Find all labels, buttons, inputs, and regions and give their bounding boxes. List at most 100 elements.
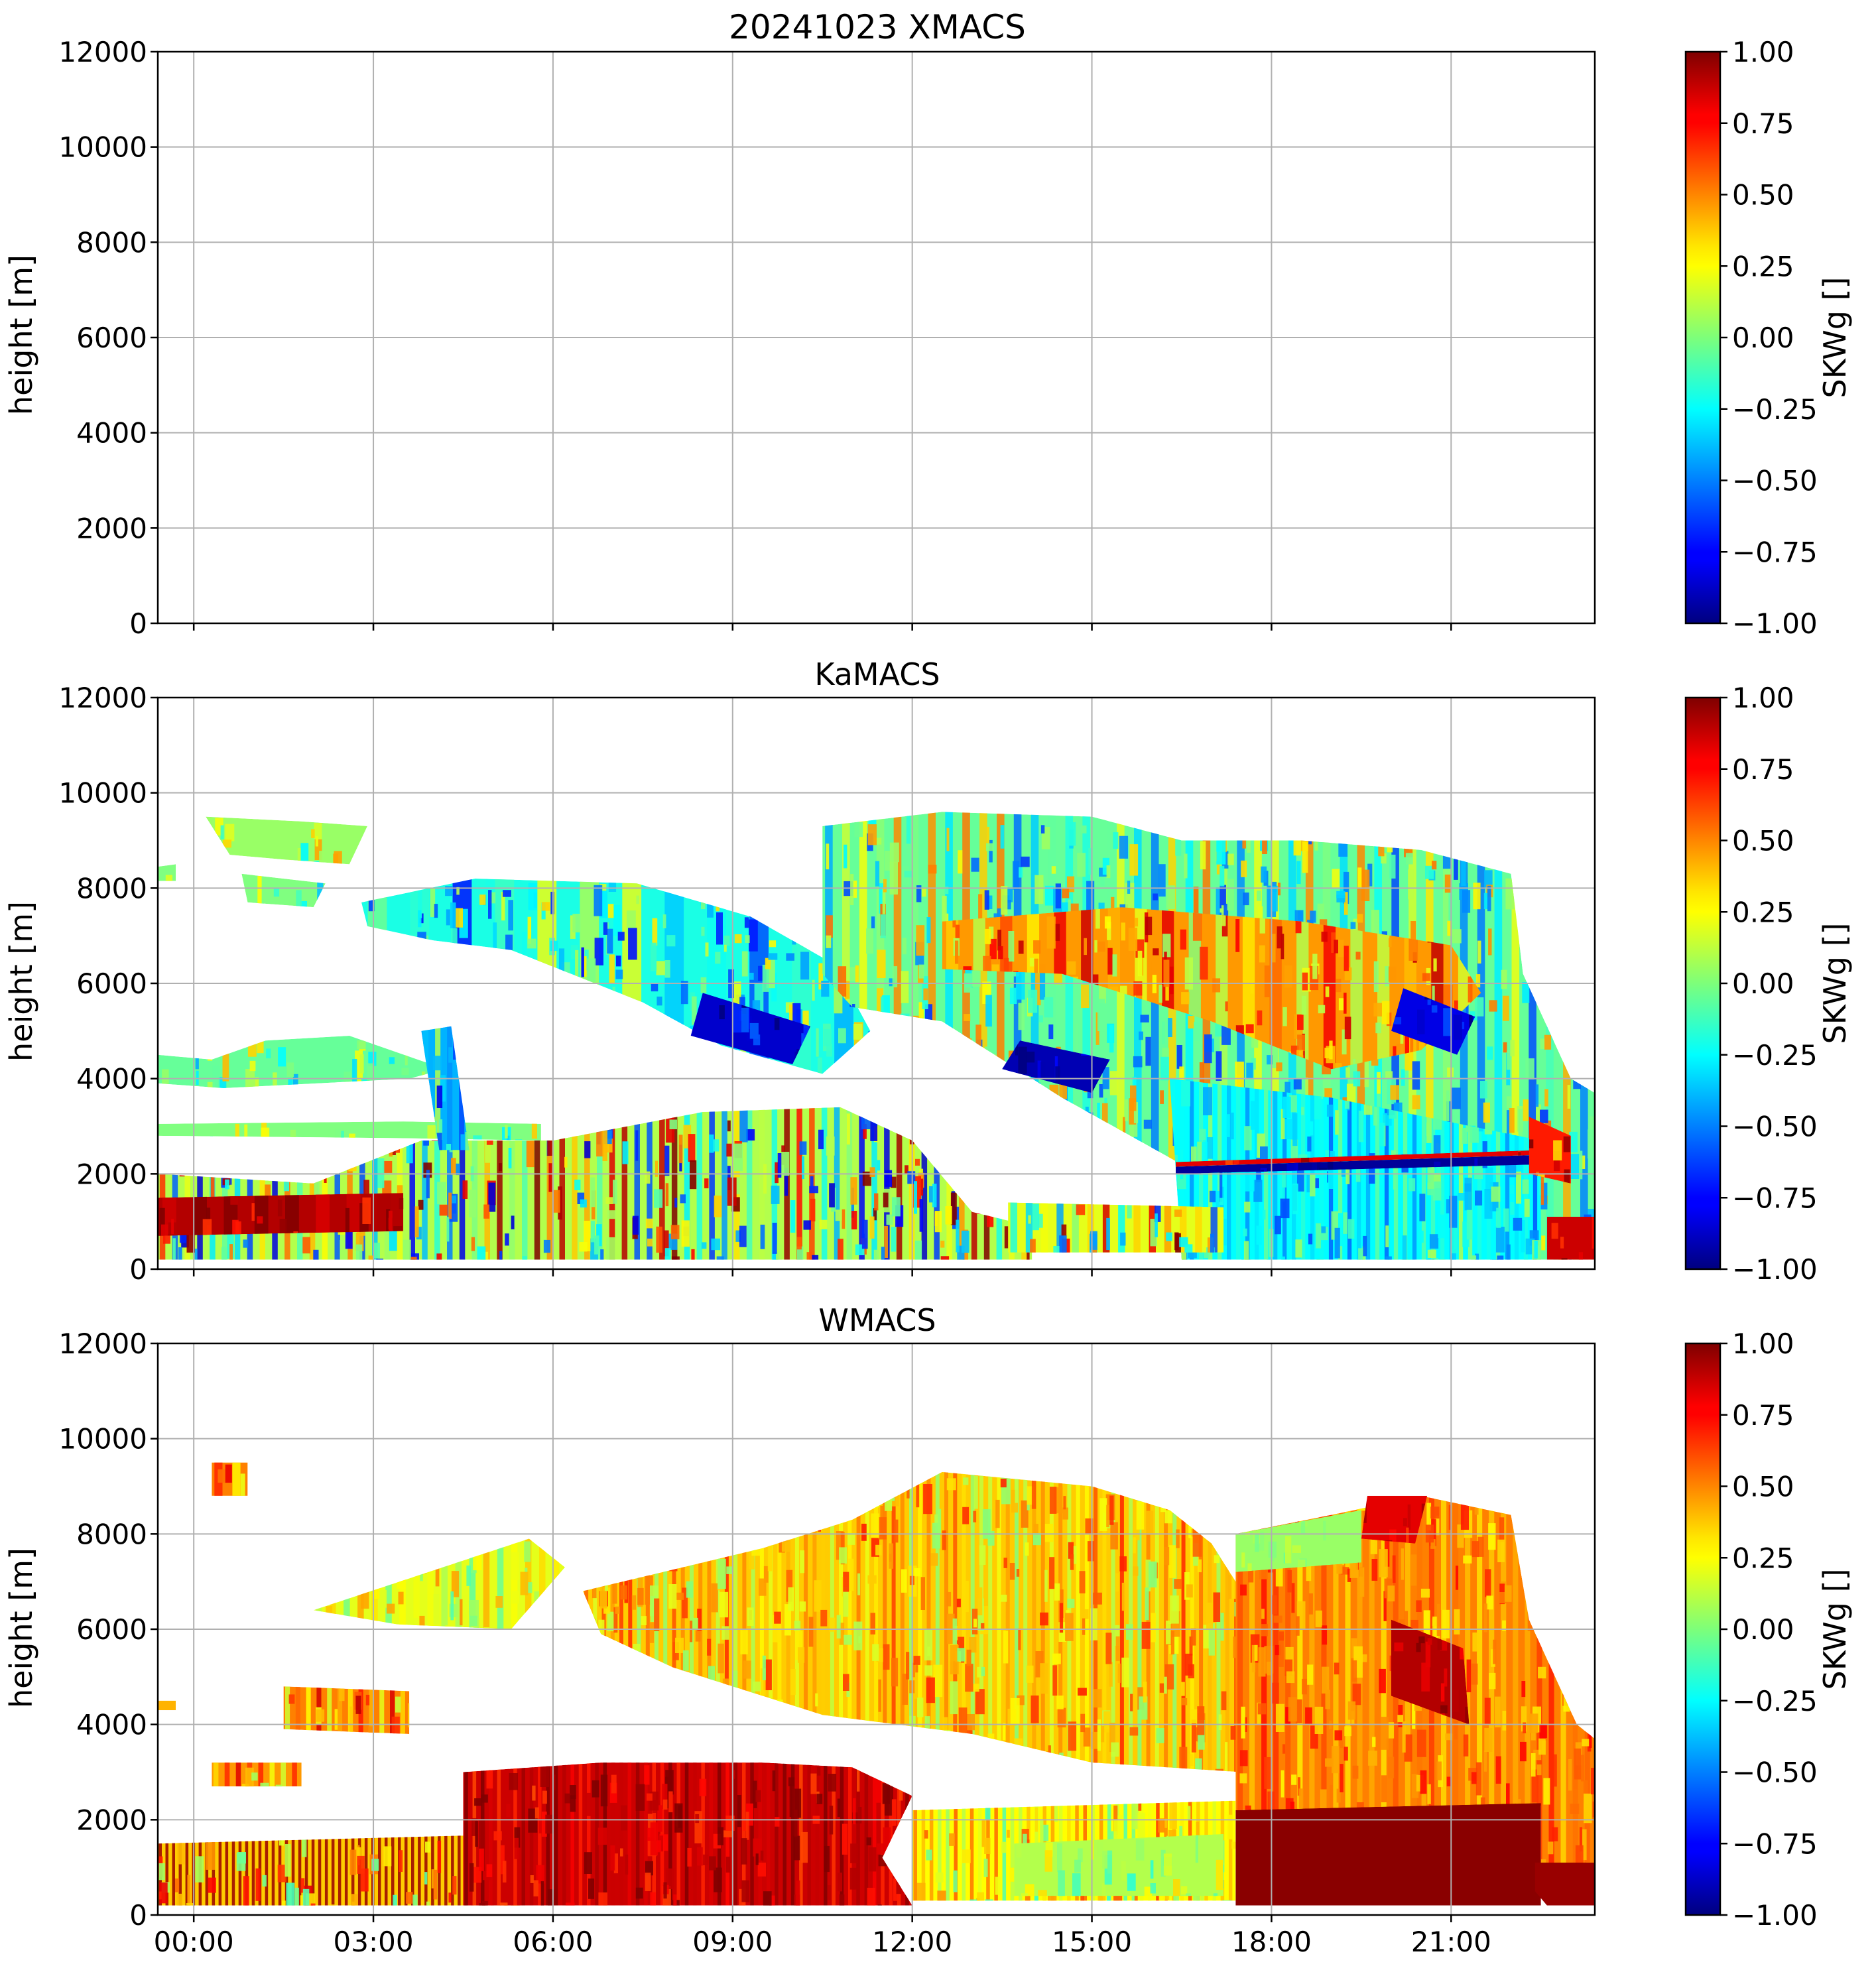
data-speckle	[1483, 1751, 1487, 1772]
data-speckle	[1377, 1085, 1381, 1107]
data-stripe	[1495, 1078, 1501, 1260]
data-speckle	[772, 1251, 779, 1260]
data-speckle	[594, 938, 603, 965]
data-speckle	[984, 890, 989, 910]
data-speckle	[1563, 1136, 1570, 1152]
data-speckle	[349, 1133, 355, 1141]
data-stripe	[315, 1538, 322, 1629]
data-speckle	[1096, 1140, 1100, 1150]
data-speckle	[1355, 1158, 1361, 1182]
data-speckle	[1407, 1504, 1411, 1530]
data-speckle	[886, 1214, 893, 1225]
data-speckle	[1059, 1603, 1064, 1633]
data-speckle	[1308, 820, 1312, 845]
data-speckle	[1432, 1616, 1438, 1644]
data-stripe	[291, 1833, 295, 1906]
data-speckle	[793, 1835, 800, 1861]
data-speckle	[506, 1804, 511, 1818]
data-speckle	[445, 886, 453, 896]
data-speckle	[1255, 1534, 1259, 1552]
data-speckle	[645, 1218, 653, 1229]
data-speckle	[452, 1195, 457, 1204]
data-speckle	[970, 1178, 979, 1204]
data-speckle	[1442, 837, 1452, 869]
data-speckle	[875, 1017, 884, 1042]
data-speckle	[420, 1556, 423, 1581]
data-speckle	[1244, 1202, 1251, 1213]
data-speckle	[1090, 1731, 1098, 1749]
data-speckle	[1462, 890, 1471, 913]
data-speckle	[1153, 893, 1158, 900]
data-speckle	[1417, 1009, 1425, 1034]
data-speckle	[1184, 1653, 1193, 1676]
data-speckle	[355, 1050, 363, 1084]
data-speckle	[657, 1840, 661, 1853]
data-speckle	[800, 1831, 808, 1863]
data-speckle	[1040, 1612, 1048, 1626]
data-speckle	[1187, 1806, 1191, 1820]
data-speckle	[713, 1053, 717, 1073]
data-speckle	[721, 1716, 728, 1737]
data-speckle	[1072, 1873, 1081, 1896]
data-stripe	[1477, 1495, 1483, 1863]
data-speckle	[1101, 1883, 1106, 1896]
data-stripe	[318, 1833, 322, 1906]
data-speckle	[907, 1480, 910, 1499]
data-speckle	[643, 1009, 650, 1027]
data-speckle	[1556, 1549, 1565, 1573]
data-speckle	[978, 894, 983, 923]
data-speckle	[487, 892, 496, 904]
data-speckle	[1454, 1609, 1460, 1635]
data-stripe	[538, 1762, 542, 1906]
data-speckle	[300, 1895, 304, 1906]
data-speckle	[934, 1211, 942, 1233]
data-region-fill	[1235, 1803, 1541, 1906]
data-speckle	[392, 1039, 396, 1050]
data-speckle	[1097, 999, 1105, 1032]
data-speckle	[1540, 1109, 1548, 1123]
y-tick-label: 8000	[76, 872, 147, 904]
data-speckle	[944, 1729, 951, 1741]
data-speckle	[809, 1186, 818, 1194]
data-speckle	[1038, 1015, 1043, 1022]
data-stripe	[232, 1462, 241, 1496]
data-speckle	[935, 1121, 942, 1147]
data-speckle	[1192, 912, 1202, 941]
data-speckle	[1438, 1214, 1446, 1239]
data-speckle	[1256, 1225, 1262, 1245]
data-stripe	[889, 1762, 893, 1906]
data-speckle	[540, 1764, 550, 1787]
data-speckle	[509, 1773, 519, 1790]
data-speckle	[1281, 1109, 1285, 1140]
data-speckle	[1474, 1158, 1478, 1174]
data-speckle	[855, 965, 859, 983]
data-speckle	[714, 1483, 718, 1505]
data-speckle	[397, 936, 406, 963]
data-stripe	[1013, 812, 1022, 1260]
data-speckle	[887, 1477, 895, 1501]
data-speckle	[243, 1239, 249, 1248]
data-speckle	[448, 1047, 454, 1063]
data-speckle	[653, 1740, 660, 1749]
data-stripe	[369, 1686, 374, 1734]
data-speckle	[1173, 1893, 1179, 1901]
data-speckle	[1097, 941, 1105, 952]
data-speckle	[1544, 865, 1550, 877]
data-speckle	[1190, 1511, 1195, 1529]
data-speckle	[1403, 1518, 1407, 1526]
data-speckle	[998, 1121, 1005, 1139]
data-speckle	[469, 1615, 477, 1627]
data-speckle	[1393, 1046, 1397, 1056]
data-speckle	[1513, 1217, 1523, 1231]
y-tick-label: 0	[129, 1253, 147, 1286]
data-speckle	[423, 960, 431, 971]
data-speckle	[1342, 1029, 1347, 1055]
data-speckle	[1127, 1873, 1136, 1891]
data-speckle	[434, 904, 438, 918]
data-speckle	[1463, 1734, 1469, 1757]
data-speckle	[439, 1204, 448, 1216]
data-speckle	[628, 1472, 635, 1503]
data-speckle	[1510, 1040, 1515, 1057]
data-speckle	[768, 953, 778, 960]
data-speckle	[873, 1249, 880, 1260]
